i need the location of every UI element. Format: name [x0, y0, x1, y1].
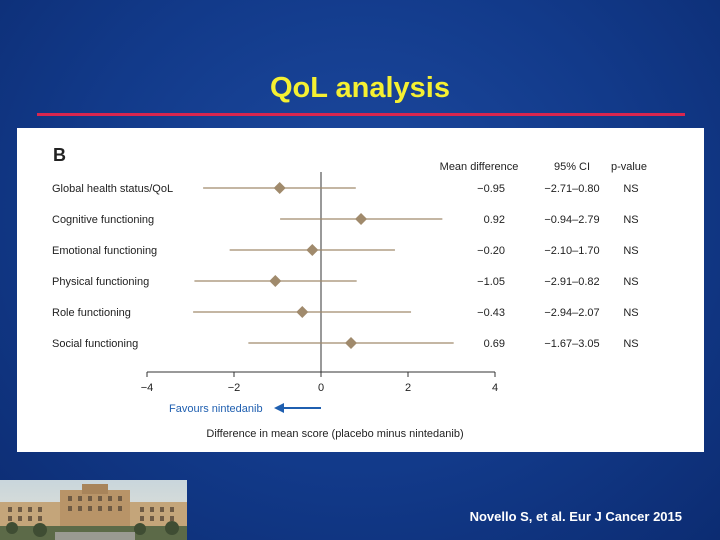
citation: Novello S, et al. Eur J Cancer 2015 — [469, 509, 682, 524]
row-label: Role functioning — [52, 307, 131, 319]
mean-diamond-marker — [273, 182, 286, 194]
ci-value: −2.91–0.82 — [544, 276, 599, 288]
row-label: Cognitive functioning — [52, 214, 154, 226]
ci-value: −2.94–2.07 — [544, 307, 599, 319]
p-value: NS — [623, 214, 638, 226]
x-tick-label: 0 — [318, 382, 324, 394]
x-tick-label: 2 — [405, 382, 411, 394]
row-label: Global health status/QoL — [52, 183, 173, 195]
column-header: 95% CI — [554, 161, 590, 173]
panel-label: B — [53, 145, 66, 165]
mean-difference-value: 0.92 — [484, 214, 505, 226]
slide-title: QoL analysis — [270, 72, 450, 104]
x-tick-label: −4 — [141, 382, 154, 394]
p-value: NS — [623, 183, 638, 195]
row-label: Physical functioning — [52, 276, 149, 288]
ci-value: −2.10–1.70 — [544, 245, 599, 257]
hospital-building-photo — [0, 480, 187, 540]
p-value: NS — [623, 338, 638, 350]
column-header: Mean difference — [440, 161, 519, 173]
mean-difference-value: −0.95 — [477, 183, 505, 195]
forest-plot: B Mean difference 95% CI p-value Global heal… — [52, 145, 647, 440]
p-value: NS — [623, 307, 638, 319]
ci-value: −0.94–2.79 — [544, 214, 599, 226]
ci-value: −1.67–3.05 — [544, 338, 599, 350]
title-divider — [37, 113, 685, 116]
x-tick-label: −2 — [228, 382, 241, 394]
mean-difference-value: −0.20 — [477, 245, 505, 257]
p-value: NS — [623, 276, 638, 288]
mean-difference-value: 0.69 — [484, 338, 505, 350]
p-value: NS — [623, 245, 638, 257]
favours-arrow-head — [274, 403, 284, 413]
mean-difference-value: −0.43 — [477, 307, 505, 319]
mean-diamond-marker — [269, 275, 282, 287]
mean-difference-value: −1.05 — [477, 276, 505, 288]
forest-plot-panel: B Mean difference 95% CI p-value Global heal… — [17, 128, 704, 452]
mean-diamond-marker — [355, 213, 368, 225]
mean-diamond-marker — [345, 337, 358, 349]
x-tick-label: 4 — [492, 382, 498, 394]
column-header: p-value — [611, 161, 647, 173]
x-axis-title: Difference in mean score (placebo minus … — [206, 428, 463, 440]
mean-diamond-marker — [296, 306, 309, 318]
row-label: Social functioning — [52, 338, 138, 350]
favours-label: Favours nintedanib — [169, 403, 263, 415]
ci-value: −2.71–0.80 — [544, 183, 599, 195]
mean-diamond-marker — [306, 244, 319, 256]
row-label: Emotional functioning — [52, 245, 157, 257]
